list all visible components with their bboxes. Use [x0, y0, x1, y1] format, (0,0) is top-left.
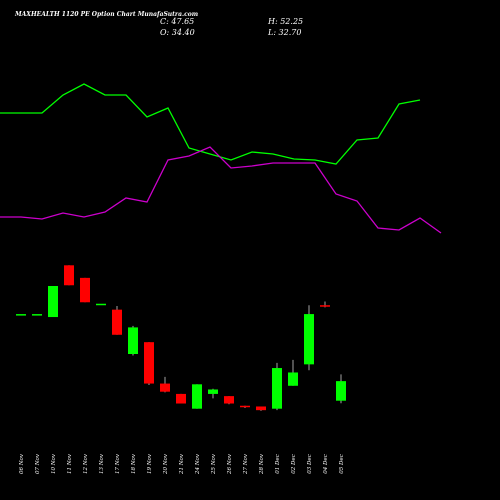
x-tick-label: 11 Nov — [67, 453, 73, 474]
candle-body — [288, 372, 298, 386]
x-tick-label: 12 Nov — [83, 453, 89, 474]
candle-body — [224, 396, 234, 404]
candle-body — [112, 309, 122, 335]
x-tick-label: 02 Dec — [291, 454, 297, 474]
x-axis-labels: 06 Nov 07 Nov 10 Nov 11 Nov 12 Nov 13 Nov 17 N… — [19, 453, 345, 475]
x-tick-label: 26 Nov — [227, 453, 233, 475]
x-tick-label: 18 Nov — [131, 453, 137, 474]
candle-body — [192, 384, 202, 409]
candles — [16, 265, 346, 411]
close-value: C: 47.65 — [160, 17, 195, 26]
x-tick-label: 03 Dec — [307, 454, 313, 474]
candle-body — [304, 314, 314, 365]
x-tick-label: 19 Nov — [147, 453, 153, 474]
x-tick-label: 27 Nov — [243, 453, 249, 475]
candle-body — [160, 383, 170, 392]
x-tick-label: 28 Nov — [259, 453, 265, 475]
x-tick-label: 21 Nov — [179, 453, 185, 475]
upper-indicator-line — [0, 83, 421, 165]
x-tick-label: 10 Nov — [51, 453, 57, 474]
candle-body — [80, 277, 90, 303]
chart-title: MAXHEALTH 1120 PE Option Chart MunafaSut… — [15, 11, 199, 18]
lower-indicator-line — [0, 146, 442, 234]
candle-body — [144, 342, 154, 384]
x-tick-label: 06 Nov — [19, 453, 25, 474]
candle-body — [240, 405, 250, 408]
high-value: H: 52.25 — [268, 17, 304, 26]
x-tick-label: 24 Nov — [195, 453, 201, 475]
candle-body — [272, 368, 282, 409]
low-value: L: 32.70 — [268, 28, 302, 37]
x-tick-label: 07 Nov — [35, 453, 41, 474]
candle-body — [64, 265, 74, 286]
open-value: O: 34.40 — [160, 28, 195, 37]
x-tick-label: 13 Nov — [99, 453, 105, 474]
candle-body — [320, 305, 330, 307]
x-tick-label: 01 Dec — [275, 454, 281, 474]
candle-body — [128, 327, 138, 354]
x-tick-label: 04 Dec — [323, 454, 329, 474]
candle-body — [256, 406, 266, 411]
candle-body — [176, 393, 186, 404]
candle-body — [16, 314, 26, 316]
x-tick-label: 05 Dec — [339, 454, 345, 474]
candle-body — [208, 389, 218, 394]
x-tick-label: 25 Nov — [211, 453, 217, 475]
candle-body — [336, 381, 346, 401]
x-tick-label: 20 Nov — [163, 453, 169, 475]
indicator-lines — [0, 83, 442, 234]
candle-body — [48, 286, 58, 318]
x-tick-label: 17 Nov — [115, 453, 121, 474]
candle-body — [96, 303, 106, 306]
candle-body — [32, 314, 42, 316]
